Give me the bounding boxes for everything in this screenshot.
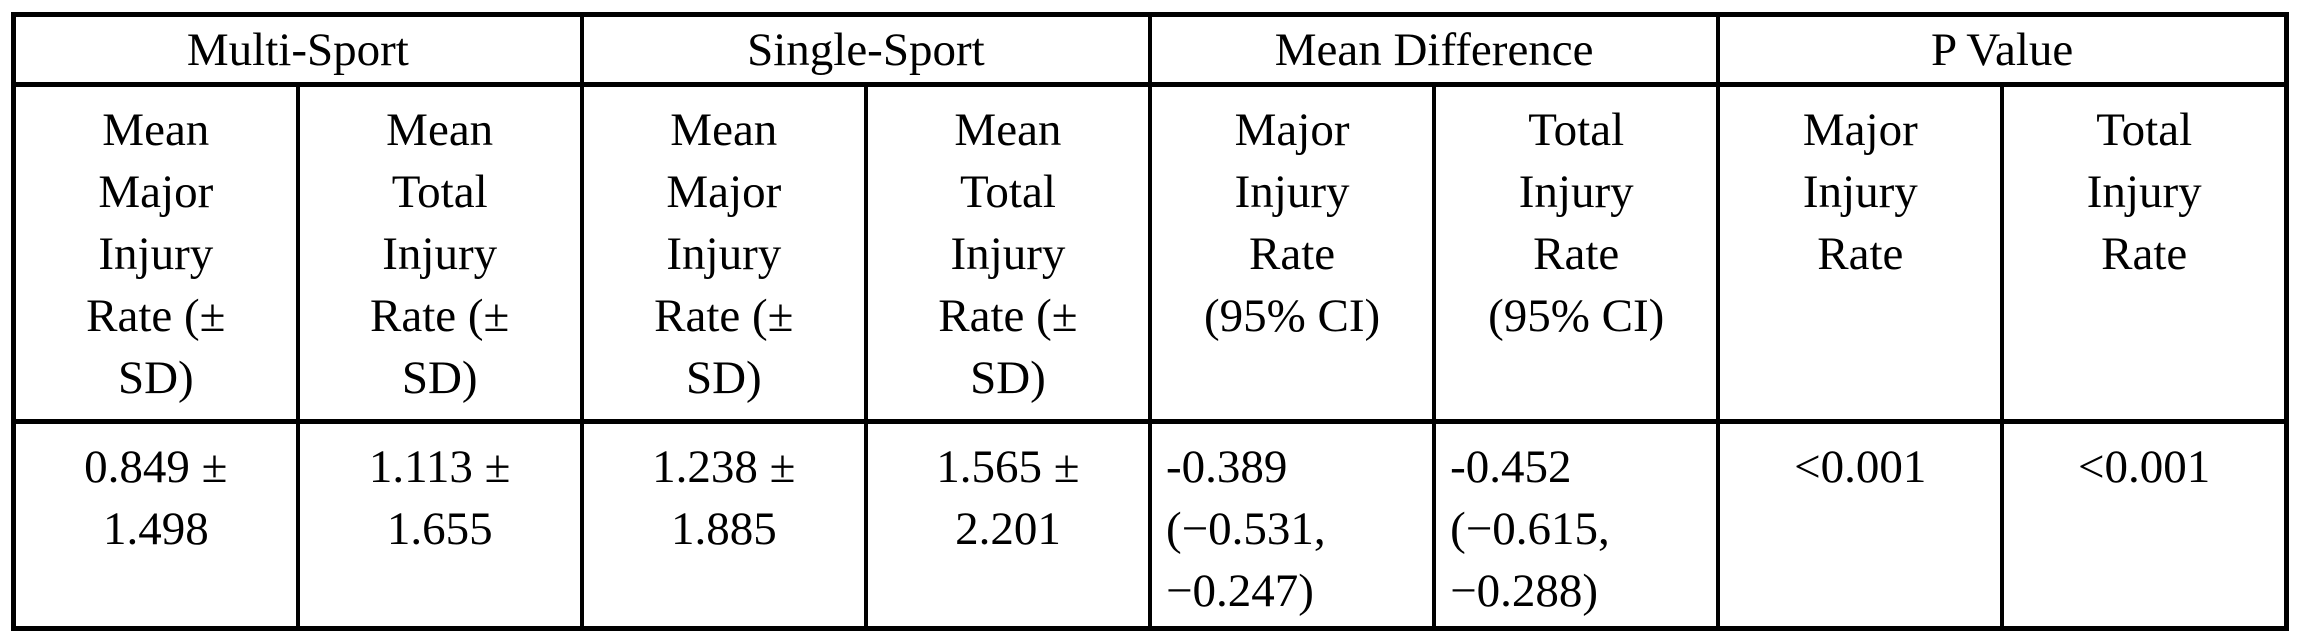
group-header-mean-difference: Mean Difference [1147,12,1721,87]
data-cell-p-major: <0.001 [1716,419,2005,631]
column-header-diff-major: Major Injury Rate (95% CI) [1147,82,1437,424]
column-header-multi-major: Mean Major Injury Rate (± SD) [11,82,300,424]
column-header-single-total: Mean Total Injury Rate (± SD) [863,82,1153,424]
data-cell-single-major: 1.238 ± 1.885 [579,419,868,631]
column-header-p-major: Major Injury Rate [1716,82,2005,424]
group-header-p-value: P Value [1716,12,2289,87]
column-header-diff-total: Total Injury Rate (95% CI) [1432,82,1721,424]
injury-rate-comparison-table: Multi-Sport Single-Sport Mean Difference… [11,12,2289,631]
column-header-single-major: Mean Major Injury Rate (± SD) [579,82,868,424]
data-cell-multi-major: 0.849 ± 1.498 [11,419,300,631]
table-container: Multi-Sport Single-Sport Mean Difference… [11,12,2289,631]
data-row: 0.849 ± 1.498 1.113 ± 1.655 1.238 ± 1.88… [11,419,2289,631]
data-cell-multi-total: 1.113 ± 1.655 [295,419,584,631]
data-cell-diff-total: -0.452 (−0.615, −0.288) [1432,419,1721,631]
group-header-single-sport: Single-Sport [579,12,1153,87]
column-header-multi-total: Mean Total Injury Rate (± SD) [295,82,584,424]
group-header-multi-sport: Multi-Sport [11,12,584,87]
column-header-row: Mean Major Injury Rate (± SD) Mean Total… [11,82,2289,424]
group-header-row: Multi-Sport Single-Sport Mean Difference… [11,12,2289,87]
data-cell-single-total: 1.565 ± 2.201 [863,419,1153,631]
data-cell-p-total: <0.001 [2000,419,2289,631]
data-cell-diff-major: -0.389 (−0.531, −0.247) [1147,419,1437,631]
column-header-p-total: Total Injury Rate [2000,82,2289,424]
